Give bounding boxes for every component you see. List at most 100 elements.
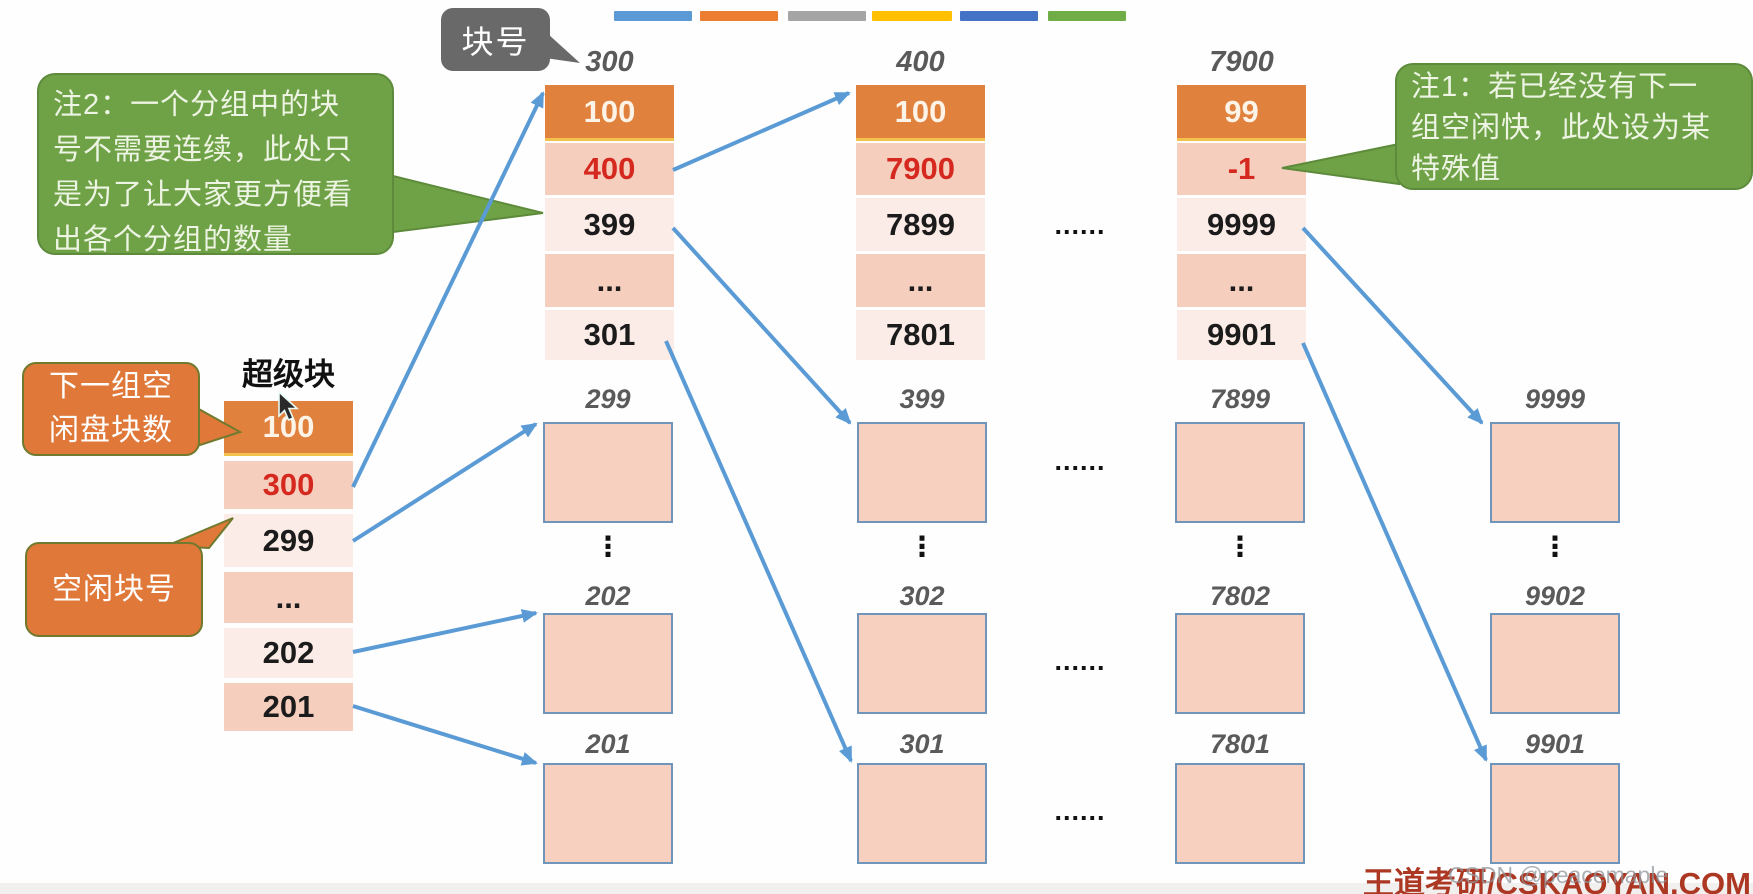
free-block-label-9901: 9901 — [1524, 729, 1586, 759]
legend-bar-blue — [614, 11, 692, 21]
superblock-cell: 202 — [224, 628, 353, 678]
free-block-7802 — [1175, 613, 1305, 714]
free-block-9999 — [1490, 422, 1620, 523]
block-7900-cell: 9999 — [1177, 198, 1306, 251]
free-block-label-299: 299 — [585, 384, 631, 414]
vertical-ellipsis: ⋮ — [1541, 531, 1569, 562]
block-400-cell: 7899 — [856, 198, 985, 251]
note1-line: 组空闲快，此处设为某 — [1411, 112, 1712, 144]
free-block-302 — [857, 613, 987, 714]
superblock-cell: 299 — [224, 514, 353, 567]
horizontal-ellipsis: ...... — [1054, 646, 1106, 676]
superblock-table: 100 300 299 ... 202 201 — [224, 401, 353, 733]
arrow-block-7900-row-9901-to-free-block-9901 — [1301, 342, 1488, 762]
arrow-block-300-row-301-to-free-block-301 — [664, 340, 853, 763]
block-300-cell-count: 100 — [545, 85, 674, 141]
block-7900-cell-count: 99 — [1177, 85, 1306, 141]
block-300-cell-ellipsis: ... — [545, 254, 674, 307]
free-group-4: 9999 ⋮ 9902 9901 — [1490, 384, 1620, 874]
brand-watermark: 王道考研/CSKAOYAN.COM — [1362, 866, 1751, 894]
block-300-table: 300 100 400 399 ... 301 — [545, 46, 674, 366]
block-number-callout: 块号 — [441, 8, 550, 71]
free-block-label-9902: 9902 — [1524, 581, 1586, 611]
legend-bar-darkblue — [960, 11, 1038, 21]
block-7900-cell: 9901 — [1177, 310, 1306, 360]
superblock-title: 超级块 — [242, 357, 335, 392]
block-400-cell-count: 100 — [856, 85, 985, 141]
note2-line: 出各个分组的数量 — [53, 224, 294, 256]
csdn-watermark: CSDN @peacemaple — [1448, 862, 1669, 888]
block-7900-header: 7900 — [1209, 46, 1274, 78]
free-block-399 — [857, 422, 987, 523]
arrow-superblock-row-202-to-free-block-202 — [352, 609, 538, 654]
block-7900-cell-next: -1 — [1177, 143, 1306, 195]
note1-callout: 注1：若已经没有下一 组空闲快，此处设为某 特殊值 — [1395, 63, 1753, 190]
free-group-3: 7899 ⋮ 7802 7801 — [1175, 384, 1305, 874]
superblock-cell-next-group: 300 — [224, 461, 353, 509]
vertical-ellipsis: ⋮ — [594, 531, 622, 562]
arrow-block-300-row-399-to-free-block-399 — [671, 226, 852, 425]
block-400-cell-next: 7900 — [856, 143, 985, 195]
horizontal-ellipsis: ...... — [1054, 210, 1106, 240]
free-block-label-7802: 7802 — [1209, 581, 1271, 611]
block-400-cell-ellipsis: ... — [856, 254, 985, 307]
free-block-label-399: 399 — [899, 384, 945, 414]
free-block-label-301: 301 — [899, 729, 945, 759]
note1-line: 特殊值 — [1411, 153, 1502, 185]
block-400-header: 400 — [896, 46, 945, 78]
free-block-label-7801: 7801 — [1209, 729, 1271, 759]
free-block-9901 — [1490, 763, 1620, 864]
note2-line: 是为了让大家更方便看 — [53, 179, 354, 211]
block-300-cell: 399 — [545, 198, 674, 251]
block-7900-table: 7900 99 -1 9999 ... 9901 — [1177, 46, 1306, 366]
free-group-2: 399 ⋮ 302 301 — [857, 384, 987, 874]
free-block-9902 — [1490, 613, 1620, 714]
free-block-label-201: 201 — [585, 729, 631, 759]
next-group-count-line: 闲盘块数 — [49, 414, 173, 447]
arrow-block-300-row-400-to-block-400 — [672, 91, 851, 172]
free-block-number-callout: 空闲块号 — [25, 542, 203, 637]
legend-bar-green — [1048, 11, 1126, 21]
free-block-label-9999: 9999 — [1524, 384, 1586, 414]
block-400-table: 400 100 7900 7899 ... 7801 — [856, 46, 985, 366]
next-group-count-line: 下一组空 — [49, 370, 173, 403]
arrow-superblock-row-299-to-free-block-299 — [351, 422, 538, 543]
free-block-label-202: 202 — [585, 581, 631, 611]
block-300-cell-next: 400 — [545, 143, 674, 195]
next-group-count-callout: 下一组空 闲盘块数 — [22, 362, 200, 456]
note2-tail — [392, 174, 544, 234]
superblock-cell-count: 100 — [224, 401, 353, 456]
free-block-201 — [543, 763, 673, 864]
superblock-cell-ellipsis: ... — [224, 572, 353, 623]
horizontal-ellipsis: ...... — [1054, 446, 1106, 476]
free-block-301 — [857, 763, 987, 864]
free-block-label-302: 302 — [899, 581, 945, 611]
free-block-label-7899: 7899 — [1209, 384, 1271, 414]
free-block-7899 — [1175, 422, 1305, 523]
horizontal-ellipsis: ...... — [1054, 796, 1106, 826]
footer-strip — [0, 883, 1753, 894]
note2-line: 号不需要连续，此处只 — [53, 134, 354, 166]
block-number-callout-label: 块号 — [461, 23, 530, 60]
block-300-header: 300 — [585, 46, 634, 78]
free-block-202 — [543, 613, 673, 714]
arrow-superblock-row-201-to-free-block-201 — [352, 704, 538, 766]
free-block-299 — [543, 422, 673, 523]
vertical-ellipsis: ⋮ — [908, 531, 936, 562]
note2-callout: 注2：一个分组中的块 号不需要连续，此处只 是为了让大家更方便看 出各个分组的数… — [37, 73, 394, 256]
legend-bar-gray — [788, 11, 866, 21]
legend-bar-yellow — [872, 11, 952, 21]
arrow-block-7900-row-9999-to-free-block-9999 — [1301, 226, 1484, 425]
free-block-number-label: 空闲块号 — [52, 572, 176, 606]
block-7900-cell-ellipsis: ... — [1177, 254, 1306, 307]
note2-line: 注2：一个分组中的块 — [53, 89, 341, 121]
block-400-cell: 7801 — [856, 310, 985, 360]
note1-line: 注1：若已经没有下一 — [1411, 71, 1699, 103]
free-group-1: 299 ⋮ 202 201 — [543, 384, 673, 874]
legend-bar-orange — [700, 11, 778, 21]
block-300-cell: 301 — [545, 310, 674, 360]
vertical-ellipsis: ⋮ — [1226, 531, 1254, 562]
superblock-cell: 201 — [224, 683, 353, 731]
free-block-7801 — [1175, 763, 1305, 864]
